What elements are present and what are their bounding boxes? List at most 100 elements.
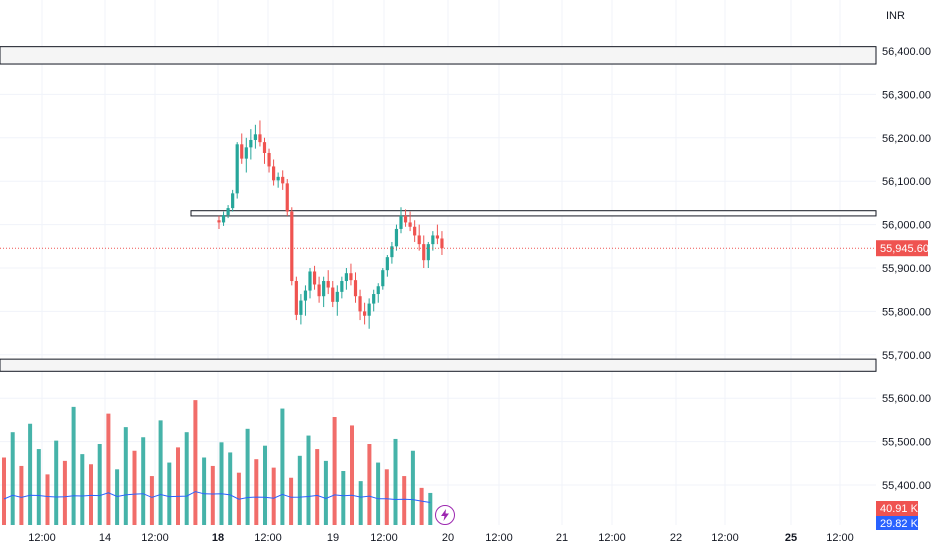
candle-body (426, 244, 430, 261)
candle-body (308, 271, 312, 291)
time-tick-label: 14 (99, 532, 111, 544)
volume-value: 40.91 K (880, 503, 919, 515)
volume-badge (876, 501, 918, 516)
candle-body (221, 215, 226, 223)
volume-bar (176, 447, 180, 525)
candle-body (326, 281, 330, 288)
candle-body (353, 280, 358, 297)
time-tick-label: 12:00 (485, 532, 513, 544)
time-tick-label: 21 (556, 532, 568, 544)
candle-body (281, 176, 285, 184)
volume-bar (141, 437, 146, 525)
candle-body (303, 290, 308, 301)
candle-body (431, 235, 435, 245)
candle-body (299, 300, 303, 315)
candle-body (408, 222, 412, 227)
candle-body (258, 134, 262, 143)
price-tick-label: 56,200.00 (882, 133, 931, 145)
volume-bar (62, 460, 67, 525)
volume-bar (384, 469, 389, 525)
price-axis[interactable]: 56,400.00 56,300.00 56,200.00 56,100.00 56,0… (882, 46, 931, 492)
candle-body (217, 220, 221, 223)
price-tick-label: 55,500.00 (882, 437, 931, 449)
candle-body (240, 144, 244, 159)
volume-bar (167, 462, 172, 525)
current-price-badge (876, 240, 928, 257)
candle-body (372, 294, 376, 304)
candle-body (435, 235, 439, 239)
volume-bar (106, 413, 111, 525)
time-tick-label: 12:00 (370, 532, 398, 544)
price-tick-label: 56,400.00 (882, 46, 931, 58)
axis-badges: 55,945.60 40.91 K 29.82 K (876, 240, 929, 530)
candle-body (294, 281, 298, 315)
candle-body (440, 238, 444, 249)
candle-body (253, 134, 257, 140)
volume-ma-badge (876, 516, 918, 530)
price-tick-label: 55,700.00 (882, 350, 931, 362)
price-tick-label: 55,600.00 (882, 393, 931, 405)
time-tick-label: 12:00 (254, 532, 282, 544)
volume-bar (202, 457, 207, 525)
volume-bar (419, 487, 424, 525)
volume-bar (132, 450, 137, 525)
volume-bar (2, 457, 6, 525)
candle-body (349, 273, 353, 281)
price-zone (0, 46, 877, 65)
volume-bar (158, 420, 163, 525)
candle-body (285, 183, 289, 212)
candle-body (317, 284, 321, 297)
volume-bar (289, 477, 294, 525)
time-tick-label: 12:00 (598, 532, 626, 544)
volume-bar (402, 476, 407, 525)
volume-bar (28, 423, 33, 525)
price-zone (190, 210, 877, 217)
price-tick-label: 55,900.00 (882, 263, 931, 275)
candle-body (235, 144, 239, 194)
lightning-icon[interactable] (435, 505, 455, 525)
candle-body (417, 235, 421, 245)
time-axis[interactable]: 12:00 14 12:00 18 12:00 19 12:00 20 12:00 21 12:00… (28, 532, 854, 544)
time-tick-label: 19 (327, 532, 339, 544)
volume-bar (410, 450, 415, 525)
candle-body (312, 271, 317, 285)
current-price-value: 55,945.60 (880, 243, 929, 255)
time-tick-label: 12:00 (28, 532, 56, 544)
volume-bar (115, 469, 120, 525)
price-tick-label: 55,400.00 (882, 480, 931, 492)
volume-bar (245, 428, 250, 525)
volume-bar (358, 481, 363, 525)
volume-bar (271, 467, 276, 525)
volume-bar (367, 444, 372, 525)
candle-body (413, 226, 417, 236)
volume-bar (341, 471, 346, 525)
candle-body (344, 273, 348, 282)
price-tick-label: 56,000.00 (882, 220, 931, 232)
volume-bar (228, 452, 233, 525)
volume-bar (97, 444, 102, 525)
time-tick-label: 25 (785, 532, 797, 544)
candle-body (367, 303, 371, 316)
grid (0, 0, 876, 525)
support-resistance-zones[interactable] (0, 46, 877, 372)
time-tick-label: 18 (212, 532, 224, 544)
candle-body (335, 291, 339, 302)
volume-ma-value: 29.82 K (880, 518, 919, 530)
volume-bar (36, 449, 41, 525)
candle-body (231, 193, 235, 209)
volume-bar (193, 400, 198, 525)
volume-bar (54, 440, 59, 525)
volume-bar (10, 432, 15, 525)
candle-body (390, 246, 394, 258)
volume-bar (45, 474, 50, 525)
candle-body (272, 166, 276, 181)
volume-bar (80, 454, 85, 525)
volume-bar (297, 455, 302, 525)
candle-body (385, 257, 389, 271)
candle-body (399, 215, 403, 229)
volume-bar (210, 465, 215, 525)
price-tick-label: 56,300.00 (882, 89, 931, 101)
time-tick-label: 12:00 (711, 532, 739, 544)
volume-bar (393, 438, 398, 525)
